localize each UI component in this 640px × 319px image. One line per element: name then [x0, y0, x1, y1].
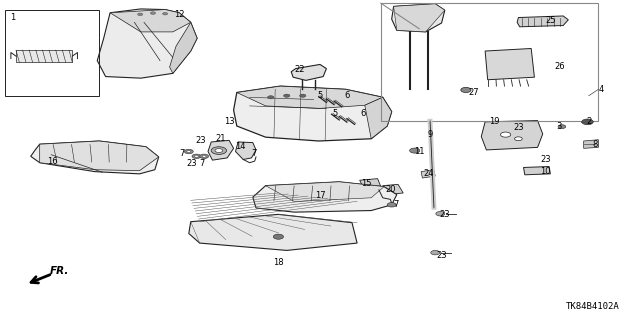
Text: 4: 4 [599, 85, 604, 94]
Text: 22: 22 [294, 65, 305, 74]
Circle shape [431, 250, 440, 255]
Text: 24: 24 [424, 169, 434, 178]
Text: TK84B4102A: TK84B4102A [566, 302, 620, 311]
Text: 15: 15 [361, 179, 371, 188]
Polygon shape [360, 179, 381, 188]
Circle shape [500, 132, 511, 137]
Polygon shape [584, 140, 598, 148]
Circle shape [163, 12, 168, 15]
Text: 12: 12 [174, 10, 184, 19]
Circle shape [138, 13, 143, 16]
Polygon shape [234, 86, 392, 141]
Text: 2: 2 [586, 117, 591, 126]
Polygon shape [237, 86, 383, 108]
Text: 23: 23 [436, 251, 447, 260]
Text: FR.: FR. [50, 266, 69, 276]
Bar [381, 3, 598, 121]
Text: 26: 26 [555, 62, 565, 70]
Circle shape [284, 94, 290, 97]
Polygon shape [110, 10, 191, 32]
Circle shape [184, 149, 193, 154]
Circle shape [192, 154, 201, 159]
Circle shape [215, 149, 223, 152]
Circle shape [300, 94, 306, 97]
Polygon shape [481, 121, 543, 150]
Circle shape [436, 211, 445, 216]
Text: 16: 16 [47, 157, 58, 166]
Text: 11: 11 [414, 147, 424, 156]
Text: 23: 23 [540, 155, 550, 164]
Circle shape [200, 154, 209, 159]
Polygon shape [97, 9, 197, 78]
Polygon shape [517, 16, 568, 27]
Polygon shape [266, 182, 384, 202]
Circle shape [515, 137, 522, 141]
Text: 7: 7 [200, 159, 205, 168]
Text: 6: 6 [360, 109, 365, 118]
Polygon shape [365, 97, 392, 139]
Circle shape [211, 147, 227, 154]
Text: 6: 6 [345, 91, 350, 100]
Text: 19: 19 [489, 117, 499, 126]
Text: 9: 9 [428, 130, 433, 139]
Text: 5: 5 [317, 91, 323, 100]
Polygon shape [170, 22, 197, 73]
Text: 8: 8 [593, 140, 598, 149]
Text: 14: 14 [235, 142, 245, 151]
Polygon shape [189, 214, 357, 250]
Text: 21: 21 [216, 134, 226, 143]
Text: 20: 20 [385, 185, 396, 194]
Polygon shape [291, 64, 326, 80]
Circle shape [582, 119, 593, 125]
Circle shape [150, 12, 156, 14]
Polygon shape [208, 140, 234, 160]
Circle shape [387, 203, 396, 207]
Polygon shape [383, 184, 403, 195]
Text: 5: 5 [332, 109, 337, 118]
Text: 23: 23 [513, 123, 524, 132]
Polygon shape [16, 50, 72, 62]
Text: 27: 27 [468, 88, 479, 97]
Circle shape [273, 234, 284, 239]
Text: 23: 23 [195, 136, 205, 145]
Polygon shape [253, 182, 397, 212]
Polygon shape [524, 167, 550, 175]
Text: 7: 7 [393, 200, 398, 209]
Text: 13: 13 [224, 117, 234, 126]
Polygon shape [421, 170, 435, 178]
Polygon shape [485, 48, 534, 80]
Text: 23: 23 [187, 159, 197, 168]
Bar [5, 10, 99, 96]
Text: 18: 18 [273, 258, 284, 267]
Text: 3: 3 [556, 122, 561, 131]
Circle shape [461, 87, 471, 93]
Text: 25: 25 [545, 16, 556, 25]
Polygon shape [394, 4, 445, 32]
Circle shape [268, 96, 274, 99]
Text: 10: 10 [540, 167, 550, 176]
Circle shape [187, 151, 191, 152]
Circle shape [195, 155, 198, 157]
Text: 23: 23 [440, 210, 450, 219]
Text: 17: 17 [315, 191, 325, 200]
Polygon shape [392, 4, 445, 32]
Polygon shape [236, 142, 256, 160]
Circle shape [410, 148, 420, 153]
Text: 7: 7 [180, 149, 185, 158]
Circle shape [558, 125, 566, 129]
Circle shape [202, 155, 206, 157]
Text: 7: 7 [252, 149, 257, 158]
Polygon shape [31, 141, 159, 174]
Polygon shape [40, 141, 159, 171]
Text: 1: 1 [10, 13, 15, 22]
